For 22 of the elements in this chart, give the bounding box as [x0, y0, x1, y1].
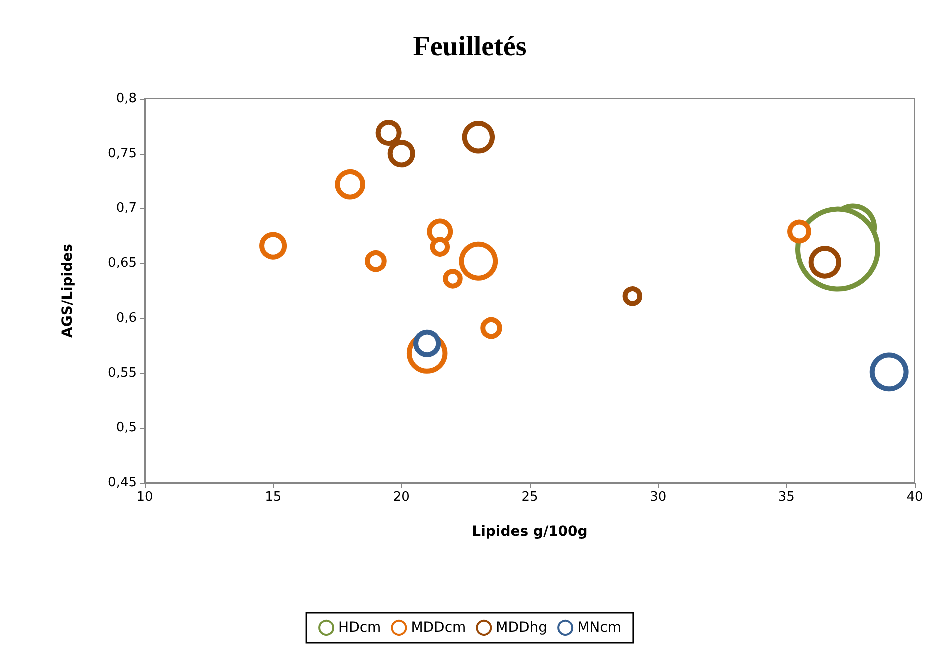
x-axis-title: Lipides g/100g: [472, 524, 588, 540]
y-tick-label: 0,8: [116, 92, 137, 106]
y-tick-label: 0,7: [116, 201, 137, 216]
x-tick-label: 40: [906, 490, 924, 505]
y-tick-label: 0,45: [108, 476, 137, 490]
x-tick-label: 15: [265, 490, 282, 505]
legend-label: MNcm: [578, 620, 622, 636]
legend-label: MDDcm: [411, 620, 466, 636]
y-tick-label: 0,6: [116, 310, 137, 326]
x-tick-label: 25: [522, 490, 538, 505]
y-tick-label: 0,5: [116, 420, 137, 436]
y-tick-label: 0,75: [108, 146, 137, 162]
chart-title: Feuilletés: [413, 32, 527, 62]
x-tick-label: 30: [650, 490, 667, 505]
y-tick-label: 0,55: [108, 366, 137, 381]
legend-label: HDcm: [338, 620, 382, 636]
x-tick-label: 10: [136, 490, 154, 505]
x-tick-label: 35: [778, 490, 795, 505]
y-axis-title: AGS/Lipides: [60, 244, 76, 338]
legend-label: MDDhg: [496, 620, 548, 636]
x-tick-label: 20: [393, 490, 410, 505]
y-tick-label: 0,65: [108, 256, 137, 272]
